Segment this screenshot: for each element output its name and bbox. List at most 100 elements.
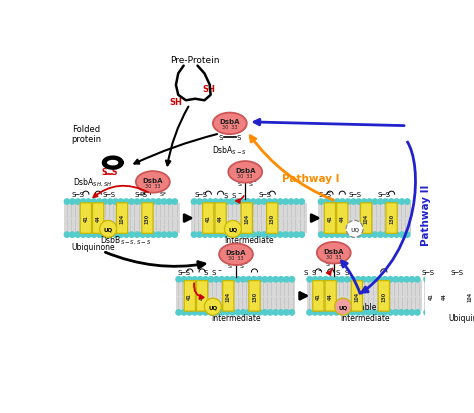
Circle shape [197,199,202,205]
Circle shape [273,310,278,316]
Circle shape [145,199,151,205]
Circle shape [172,199,177,205]
Circle shape [75,199,81,205]
Text: 130: 130 [252,291,257,301]
Circle shape [377,277,383,282]
Text: S  S: S S [337,269,350,275]
Circle shape [367,199,372,205]
Text: S─S: S─S [348,192,361,198]
Text: UQ: UQ [473,304,474,309]
Circle shape [161,233,167,238]
Text: DsbA$_{S-S}$: DsbA$_{S-S}$ [212,144,247,157]
Text: Intermediate: Intermediate [211,313,261,322]
Circle shape [283,233,288,238]
Circle shape [356,310,361,316]
Text: S*: S* [160,192,167,197]
Circle shape [176,310,182,316]
Circle shape [256,199,261,205]
Text: S: S [237,182,241,187]
Circle shape [469,299,474,316]
Circle shape [334,277,339,282]
Circle shape [64,199,70,205]
Text: S$^-$: S$^-$ [248,180,258,188]
Circle shape [377,310,383,316]
Text: DsbA$_{SH,SH}$: DsbA$_{SH,SH}$ [73,176,113,189]
FancyBboxPatch shape [241,203,252,234]
Circle shape [204,299,221,316]
Circle shape [145,233,151,238]
Circle shape [288,233,294,238]
Text: S─S: S─S [421,269,434,275]
Circle shape [240,233,245,238]
Circle shape [424,310,429,316]
Circle shape [229,199,235,205]
Circle shape [346,199,351,205]
Circle shape [278,199,283,205]
Circle shape [323,277,328,282]
Circle shape [261,233,267,238]
Circle shape [372,310,377,316]
Circle shape [284,310,289,316]
Circle shape [462,310,467,316]
Text: S─S: S─S [195,192,208,198]
Circle shape [224,199,229,205]
Circle shape [134,199,140,205]
Circle shape [108,233,113,238]
Text: S*: S* [139,192,146,197]
Text: Ubiquinone: Ubiquinone [72,242,115,251]
Text: 30  33: 30 33 [145,183,161,188]
Circle shape [289,277,294,282]
Circle shape [366,310,372,316]
Circle shape [340,233,346,238]
Circle shape [409,277,415,282]
FancyBboxPatch shape [386,203,397,234]
Circle shape [187,277,192,282]
Circle shape [172,233,177,238]
Circle shape [335,199,340,205]
Text: Pre-Protein: Pre-Protein [171,56,220,65]
Circle shape [328,277,334,282]
Text: Pathway I: Pathway I [282,173,339,184]
FancyBboxPatch shape [361,203,372,234]
Circle shape [151,199,156,205]
Circle shape [372,277,377,282]
Circle shape [272,199,278,205]
Circle shape [339,277,345,282]
Circle shape [312,277,318,282]
Circle shape [467,310,473,316]
Circle shape [167,199,172,205]
Circle shape [351,199,356,205]
Text: S$^-$: S$^-$ [338,259,348,267]
Circle shape [405,233,410,238]
Circle shape [383,277,388,282]
Circle shape [219,277,225,282]
Circle shape [235,199,240,205]
Circle shape [192,310,198,316]
Text: S: S [326,261,329,266]
Circle shape [324,199,329,205]
Text: 41: 41 [187,293,192,299]
Circle shape [257,277,262,282]
Circle shape [198,277,203,282]
FancyBboxPatch shape [92,203,104,234]
Circle shape [346,233,351,238]
Circle shape [409,310,415,316]
Circle shape [219,199,224,205]
Circle shape [225,221,241,238]
Circle shape [299,233,304,238]
Circle shape [351,233,356,238]
Circle shape [372,199,378,205]
Circle shape [241,310,246,316]
Text: 44: 44 [218,215,223,222]
Text: S  S$^-$: S S$^-$ [223,190,243,199]
Circle shape [267,277,273,282]
Circle shape [393,310,399,316]
FancyBboxPatch shape [465,281,474,311]
Text: S─S: S─S [72,192,85,198]
Circle shape [334,310,339,316]
Circle shape [81,199,86,205]
Circle shape [235,310,241,316]
Text: UQ: UQ [104,227,113,232]
Circle shape [283,199,288,205]
FancyBboxPatch shape [197,281,208,311]
